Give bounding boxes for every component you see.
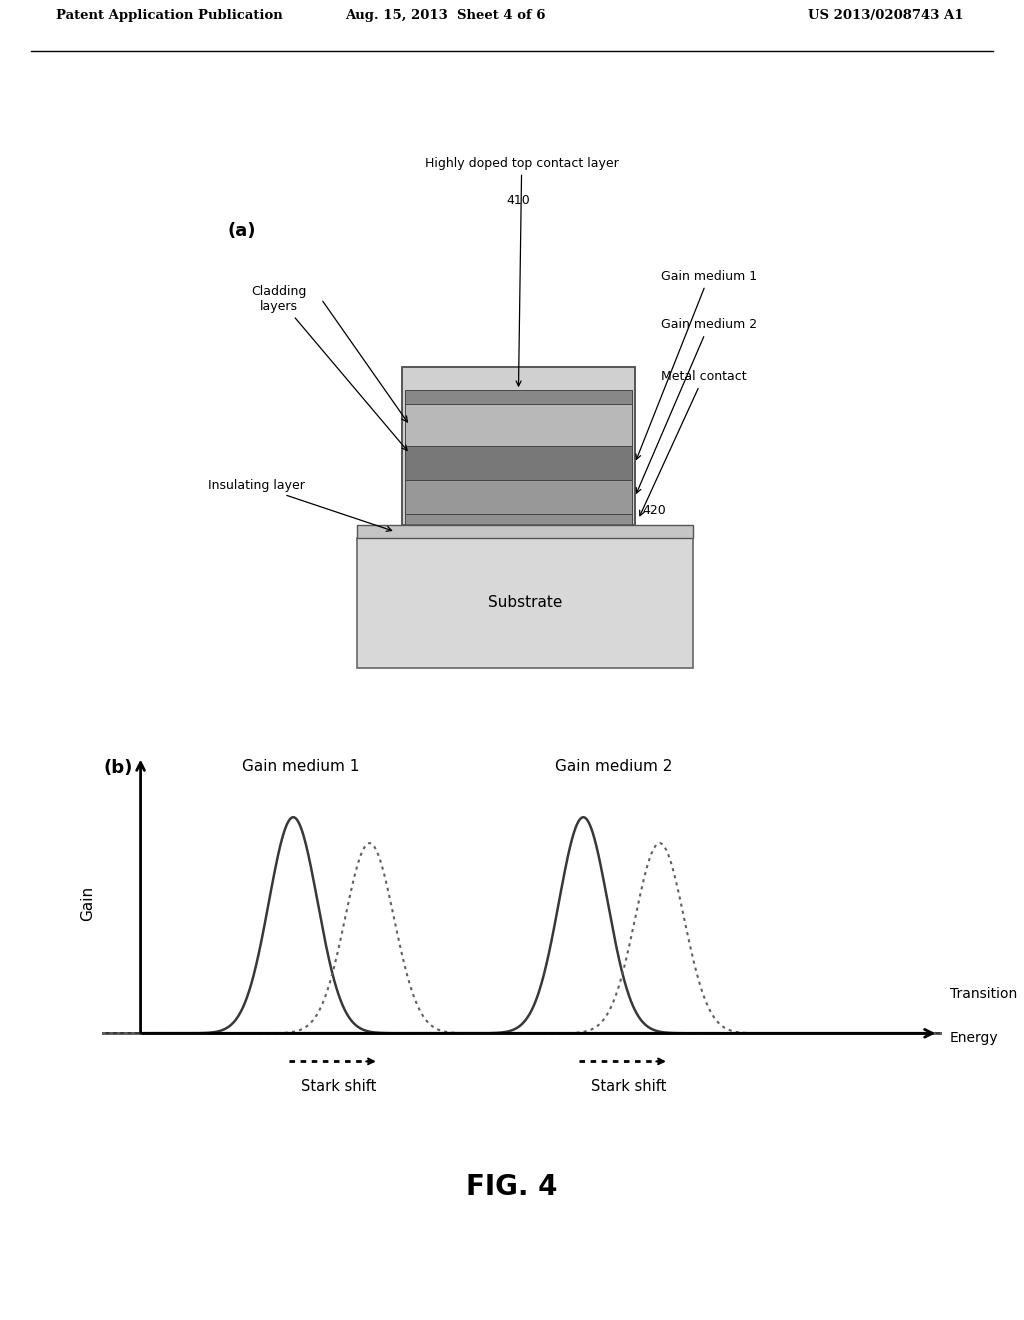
Text: Stark shift: Stark shift (301, 1078, 377, 1094)
Text: 420: 420 (643, 504, 667, 517)
Bar (406, 480, 632, 513)
Text: Gain medium 2: Gain medium 2 (636, 318, 757, 494)
Text: Aug. 15, 2013  Sheet 4 of 6: Aug. 15, 2013 Sheet 4 of 6 (345, 9, 546, 22)
Bar (406, 513, 632, 525)
Text: (b): (b) (103, 759, 133, 777)
Bar (406, 391, 632, 404)
Text: Patent Application Publication: Patent Application Publication (56, 9, 283, 22)
Text: FIG. 4: FIG. 4 (466, 1173, 558, 1201)
Text: US 2013/0208743 A1: US 2013/0208743 A1 (808, 9, 964, 22)
Text: (a): (a) (227, 222, 256, 240)
Text: Highly doped top contact layer: Highly doped top contact layer (425, 157, 618, 385)
Text: Stark shift: Stark shift (592, 1078, 667, 1094)
Text: Gain: Gain (80, 886, 94, 921)
Text: Gain medium 1: Gain medium 1 (636, 269, 757, 459)
Bar (406, 404, 632, 446)
Bar (406, 446, 632, 480)
Bar (356, 539, 693, 668)
Text: Gain medium 1: Gain medium 1 (243, 759, 359, 774)
Text: Gain medium 2: Gain medium 2 (555, 759, 673, 774)
Text: 410: 410 (507, 194, 530, 207)
Text: Substrate: Substrate (487, 595, 562, 610)
Text: Energy: Energy (949, 1031, 998, 1044)
Bar (356, 525, 693, 539)
Text: Metal contact: Metal contact (640, 370, 746, 516)
Text: Transition: Transition (949, 987, 1017, 1002)
Bar (402, 367, 635, 525)
Text: Insulating layer: Insulating layer (208, 479, 391, 531)
Bar (402, 367, 635, 525)
Text: Cladding
layers: Cladding layers (252, 285, 408, 450)
